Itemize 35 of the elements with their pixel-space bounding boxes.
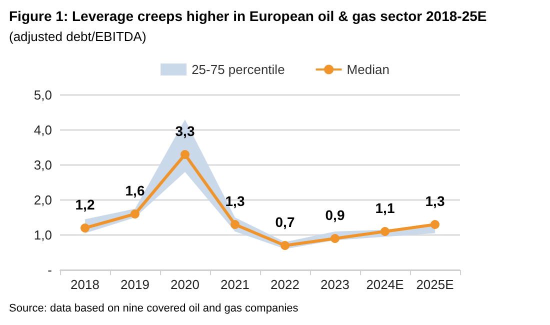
- x-tick-label: 2018: [70, 277, 100, 292]
- y-tick-label: 4,0: [34, 122, 52, 138]
- point: [380, 227, 390, 236]
- y-tick-label: 2,0: [34, 192, 52, 208]
- point: [180, 150, 190, 159]
- point: [80, 224, 90, 232]
- x-tick-label: 2024E: [366, 277, 404, 292]
- x-tick-label: 2021: [220, 277, 250, 292]
- y-tick-label: 1,0: [34, 228, 52, 242]
- x-tick-label: 2019: [120, 277, 150, 292]
- y-tick-label: 5,0: [34, 88, 52, 102]
- point: [280, 241, 290, 250]
- point: [330, 234, 340, 243]
- data-label: 1,3: [225, 193, 245, 209]
- x-tick-label: 2022: [270, 277, 300, 292]
- chart-title: Figure 1: Leverage creeps higher in European oil & gas sector 2018-25E: [9, 8, 487, 24]
- point: [130, 210, 140, 218]
- legend-label: Median: [346, 62, 390, 77]
- data-label: 1,2: [75, 196, 95, 212]
- point: [430, 220, 440, 229]
- point: [230, 220, 240, 229]
- chart-subtitle: (adjusted debt/EBITDA): [9, 29, 146, 44]
- legend-label: 25-75 percentile: [192, 62, 285, 77]
- x-tick-label: 2023: [320, 277, 350, 292]
- x-tick-label: 2025E: [416, 277, 454, 292]
- data-label: 1,1: [375, 200, 395, 216]
- data-label: 0,7: [275, 214, 295, 230]
- x-tick-label: 2020: [170, 277, 200, 292]
- data-label: 0,9: [325, 207, 345, 223]
- data-label: 3,3: [175, 123, 195, 139]
- data-label: 1,6: [125, 182, 145, 198]
- y-tick-label: 3,0: [34, 158, 52, 172]
- data-label: 1,3: [425, 193, 445, 209]
- y-tick-label: -: [48, 262, 52, 278]
- source-note: Source: data based on nine covered oil and gas companies: [9, 302, 299, 314]
